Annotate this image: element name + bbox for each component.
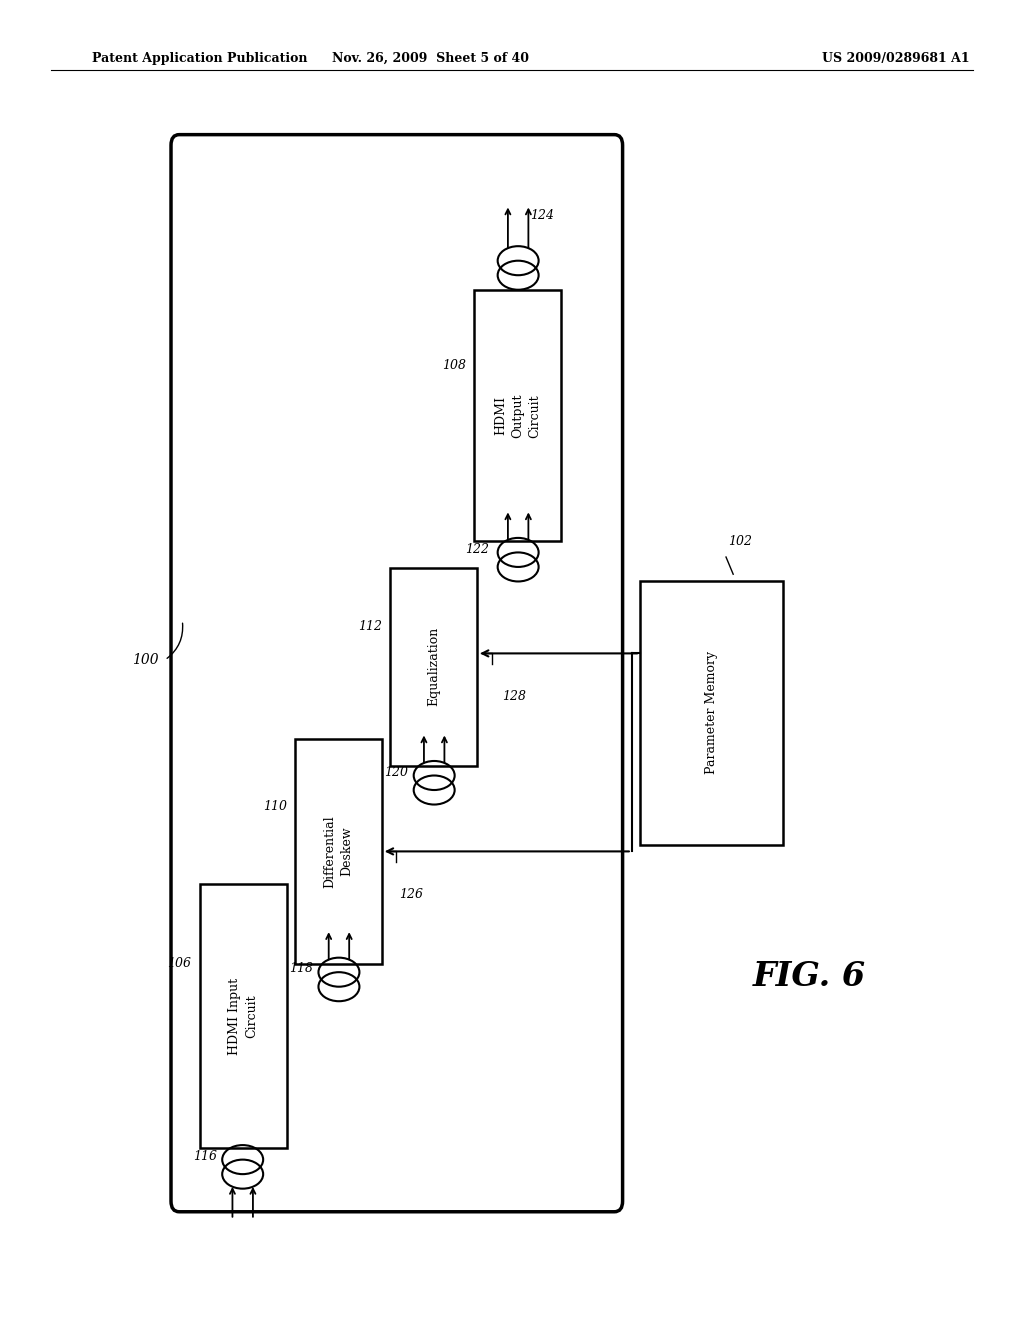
- Text: 110: 110: [263, 800, 287, 813]
- Text: HDMI Input
Circuit: HDMI Input Circuit: [228, 978, 258, 1055]
- FancyBboxPatch shape: [171, 135, 623, 1212]
- Text: Nov. 26, 2009  Sheet 5 of 40: Nov. 26, 2009 Sheet 5 of 40: [332, 51, 528, 65]
- FancyBboxPatch shape: [200, 884, 287, 1148]
- Text: Differential
Deskew: Differential Deskew: [324, 814, 353, 888]
- Text: Equalization: Equalization: [427, 627, 440, 706]
- Text: 116: 116: [194, 1150, 217, 1163]
- FancyBboxPatch shape: [390, 568, 477, 766]
- FancyBboxPatch shape: [474, 290, 561, 541]
- Text: 100: 100: [132, 653, 159, 667]
- FancyBboxPatch shape: [295, 739, 382, 964]
- Text: US 2009/0289681 A1: US 2009/0289681 A1: [822, 51, 970, 65]
- Text: FIG. 6: FIG. 6: [753, 961, 865, 993]
- Text: Patent Application Publication: Patent Application Publication: [92, 51, 307, 65]
- Text: 120: 120: [385, 766, 409, 779]
- Text: 122: 122: [466, 543, 489, 556]
- Text: 128: 128: [502, 690, 525, 704]
- Text: 126: 126: [399, 888, 423, 902]
- Text: 124: 124: [530, 209, 554, 222]
- Text: 118: 118: [290, 962, 313, 975]
- Text: Parameter Memory: Parameter Memory: [706, 651, 718, 775]
- Text: 106: 106: [168, 957, 191, 970]
- Text: HDMI
Output
Circuit: HDMI Output Circuit: [495, 393, 541, 438]
- Text: 108: 108: [442, 359, 466, 372]
- FancyBboxPatch shape: [640, 581, 783, 845]
- Text: 102: 102: [728, 535, 753, 548]
- Text: 112: 112: [358, 620, 382, 634]
